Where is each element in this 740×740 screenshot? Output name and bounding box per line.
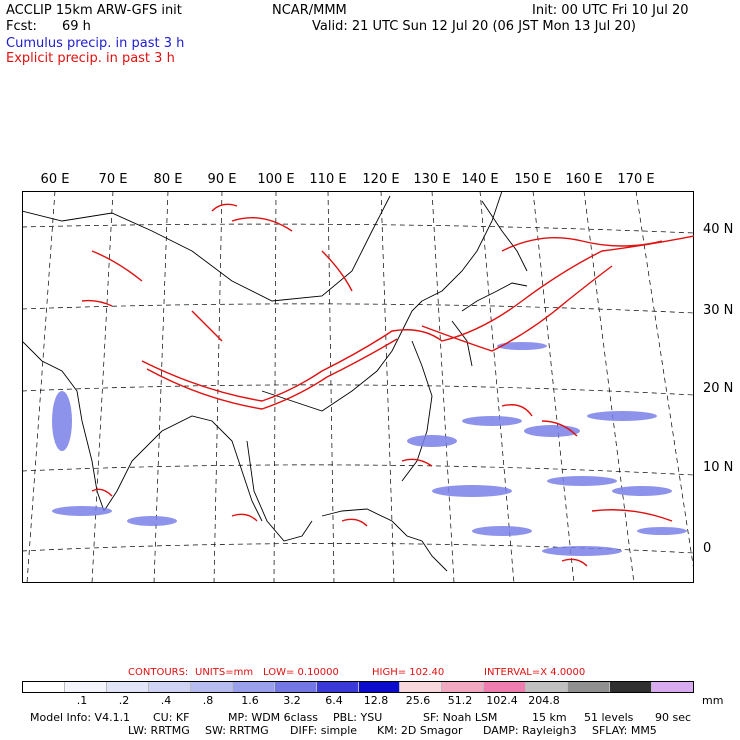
- lon-label: 90 E: [207, 172, 237, 187]
- colorbar-tick-label: 3.2: [283, 694, 301, 707]
- colorbar-tick-label: 204.8: [528, 694, 560, 707]
- colorbar-swatch: [232, 682, 275, 692]
- explicit-precip: [81, 203, 694, 567]
- colorbar-tick-label: 51.2: [447, 694, 473, 707]
- model-info-step: 90 sec: [655, 711, 692, 724]
- cumulus-precip: [52, 342, 687, 556]
- lon-label: 110 E: [309, 172, 347, 187]
- colorbar-swatch: [274, 682, 317, 692]
- lat-label: 10 N: [703, 460, 734, 475]
- model-info-km: KM: 2D Smagor: [377, 724, 463, 737]
- colorbar-swatch: [652, 682, 693, 692]
- lon-label: 60 E: [40, 172, 70, 187]
- colorbar-tick-label: .1: [76, 694, 88, 707]
- colorbar-swatch: [484, 682, 527, 692]
- colorbar-swatch: [190, 682, 233, 692]
- colorbar-swatch: [358, 682, 401, 692]
- colorbar-tick-label: .4: [160, 694, 172, 707]
- model-info-mp: MP: WDM 6class: [228, 711, 318, 724]
- coastlines: [22, 191, 528, 572]
- legend-explicit: Explicit precip. in past 3 h: [6, 51, 175, 66]
- lon-label: 80 E: [153, 172, 183, 187]
- contours-high: HIGH= 102.40: [372, 667, 445, 678]
- colorbar-swatch: [23, 682, 65, 692]
- colorbar-tick-label: 25.6: [405, 694, 431, 707]
- product-title: ACCLIP 15km ARW-GFS init: [6, 3, 182, 18]
- model-info-cu: CU: KF: [153, 711, 190, 724]
- lat-label: 20 N: [703, 381, 734, 396]
- colorbar: [22, 681, 694, 693]
- colorbar-swatch: [400, 682, 443, 692]
- contours-units: UNITS=mm: [195, 667, 254, 678]
- model-info-sflay: SFLAY: MM5: [592, 724, 657, 737]
- contours-label: CONTOURS:: [128, 667, 189, 678]
- colorbar-swatch: [610, 682, 653, 692]
- lat-label: 40 N: [703, 222, 734, 237]
- colorbar-tick-label: 102.4: [486, 694, 518, 707]
- model-info-diff: DIFF: simple: [290, 724, 358, 737]
- model-info-levels: 51 levels: [584, 711, 634, 724]
- colorbar-tick-label: .8: [202, 694, 214, 707]
- valid-time: Valid: 21 UTC Sun 12 Jul 20 (06 JST Mon …: [312, 19, 636, 34]
- model-info-lw: LW: RRTMG: [128, 724, 190, 737]
- colorbar-tick-label: .2: [118, 694, 130, 707]
- lon-label: 130 E: [413, 172, 451, 187]
- model-info-pbl: PBL: YSU: [333, 711, 383, 724]
- colorbar-swatch: [64, 682, 107, 692]
- colorbar-swatch: [148, 682, 191, 692]
- colorbar-swatch: [316, 682, 359, 692]
- colorbar-tick-label: 1.6: [241, 694, 259, 707]
- model-info-version: Model Info: V4.1.1: [30, 711, 131, 724]
- lon-label: 100 E: [257, 172, 295, 187]
- lat-label: 0: [703, 541, 712, 556]
- graticule: [22, 191, 694, 583]
- colorbar-swatch: [106, 682, 149, 692]
- colorbar-swatch: [526, 682, 569, 692]
- model-info-damp: DAMP: Rayleigh3: [483, 724, 577, 737]
- lon-label: 150 E: [514, 172, 552, 187]
- colorbar-swatch: [442, 682, 485, 692]
- colorbar-swatch: [568, 682, 611, 692]
- lat-label: 30 N: [703, 303, 734, 318]
- contours-low: LOW= 0.10000: [263, 667, 339, 678]
- lon-label: 160 E: [565, 172, 603, 187]
- lon-label: 70 E: [98, 172, 128, 187]
- model-info-sw: SW: RRTMG: [205, 724, 269, 737]
- model-info-res: 15 km: [532, 711, 567, 724]
- forecast-label: Fcst:: [6, 19, 37, 34]
- colorbar-tick-label: 6.4: [325, 694, 343, 707]
- lon-label: 170 E: [617, 172, 655, 187]
- lon-label: 120 E: [362, 172, 400, 187]
- forecast-hour: 69 h: [62, 19, 91, 34]
- lon-label: 140 E: [461, 172, 499, 187]
- colorbar-unit: mm: [702, 694, 724, 707]
- init-time: Init: 00 UTC Fri 10 Jul 20: [532, 3, 689, 18]
- model-info-sf: SF: Noah LSM: [423, 711, 498, 724]
- colorbar-tick-label: 12.8: [363, 694, 389, 707]
- contours-interval: INTERVAL=X 4.0000: [484, 667, 586, 678]
- center-label: NCAR/MMM: [272, 3, 347, 18]
- legend-cumulus: Cumulus precip. in past 3 h: [6, 36, 185, 51]
- precip-map: [22, 191, 694, 583]
